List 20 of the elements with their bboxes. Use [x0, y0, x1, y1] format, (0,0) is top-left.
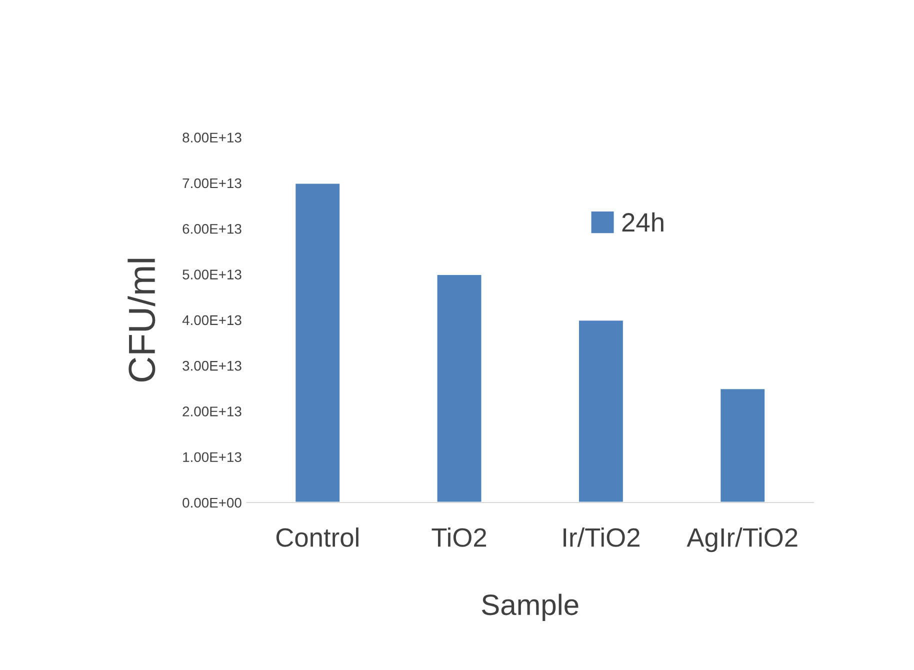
x-tick-label: Ir/TiO2: [564, 528, 640, 547]
bar: [578, 319, 624, 502]
legend-label: 24h: [622, 212, 664, 232]
y-axis-title: CFU/ml: [128, 258, 156, 382]
x-tick-label: Control: [276, 528, 358, 547]
y-tick-label: 5.00E+13: [182, 270, 242, 280]
bar: [294, 182, 341, 502]
x-tick-label: TiO2: [432, 528, 486, 547]
y-tick-label: 8.00E+13: [182, 132, 242, 143]
y-tick-label: 6.00E+13: [182, 224, 242, 234]
y-tick-label: 3.00E+13: [182, 360, 242, 371]
x-tick-label: AgIr/TiO2: [686, 528, 798, 552]
y-tick-label: 7.00E+13: [182, 178, 242, 188]
x-axis-title: Sample: [482, 594, 578, 621]
bar: [436, 274, 483, 502]
y-tick-label: 1.00E+13: [183, 452, 242, 462]
y-tick-label: 2.00E+13: [182, 406, 242, 416]
bar: [719, 388, 766, 502]
y-tick-label: 0.00E+00: [182, 498, 242, 508]
y-tick-label: 4.00E+13: [182, 315, 242, 326]
